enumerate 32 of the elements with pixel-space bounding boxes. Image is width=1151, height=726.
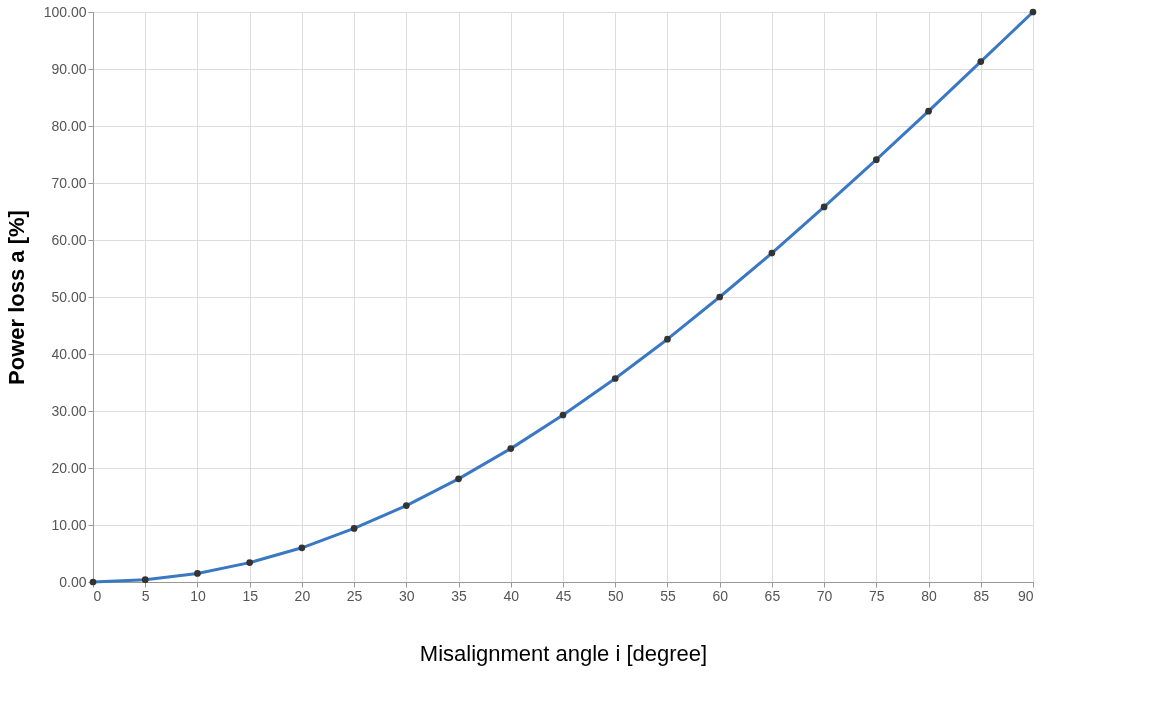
y-tick-label: 90.00 — [51, 60, 87, 77]
x-tick-label: 55 — [660, 587, 676, 604]
y-tick-label: 50.00 — [51, 288, 87, 305]
x-tick-label: 80 — [921, 587, 938, 604]
y-tick-label: 80.00 — [51, 117, 87, 134]
y-tick-label: 20.00 — [51, 459, 87, 476]
x-tick-label: 15 — [242, 587, 259, 604]
y-tick-label: 60.00 — [51, 231, 87, 248]
x-tick-label: 65 — [764, 587, 781, 604]
y-tick-label: 70.00 — [51, 174, 87, 191]
y-tick-label: 30.00 — [51, 402, 87, 419]
y-axis-title: Power loss a [%] — [3, 210, 29, 385]
x-tick-label: 50 — [607, 587, 624, 604]
x-tick-label: 25 — [346, 587, 363, 604]
x-tick-label: 45 — [555, 587, 572, 604]
y-tick-label: 40.00 — [51, 345, 87, 362]
x-tick-label: 85 — [973, 587, 990, 604]
x-tick-label: 35 — [451, 587, 468, 604]
x-tick-label: 70 — [816, 587, 833, 604]
x-tick-label: 60 — [712, 587, 729, 604]
x-tick-label: 5 — [141, 587, 150, 604]
x-tick-label: 40 — [503, 587, 520, 604]
y-tick-label: 10.00 — [51, 516, 87, 533]
y-tick-label: 100.00 — [43, 3, 87, 20]
x-tick-label: 10 — [190, 587, 206, 604]
x-tick-label: 75 — [869, 587, 885, 604]
x-axis-title: Misalignment angle i [degree] — [419, 640, 708, 666]
y-tick-label: 0.00 — [59, 573, 87, 590]
x-tick-label: 20 — [294, 587, 311, 604]
x-tick-label: 0 — [93, 587, 102, 604]
x-tick-label: 90 — [1017, 587, 1034, 604]
x-tick-label: 30 — [399, 587, 415, 604]
